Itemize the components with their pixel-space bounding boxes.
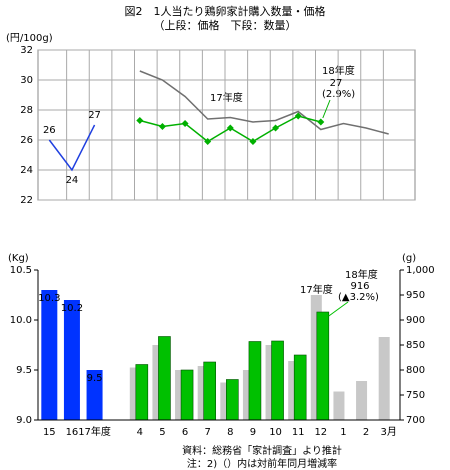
y-tick-label: 9.5 <box>16 365 32 376</box>
bar <box>293 354 307 421</box>
bar <box>356 381 368 420</box>
data-label: 24 <box>66 175 79 186</box>
y2-tick-label: 850 <box>406 340 425 351</box>
data-label: 27 <box>88 110 101 121</box>
chart-subtitle: （上段：価格 下段：数量） <box>154 18 297 32</box>
axis-frame <box>37 270 401 421</box>
y2-tick-label: 950 <box>406 290 425 301</box>
marker <box>181 120 189 127</box>
x-tick-label: 9 <box>250 427 256 438</box>
bar <box>333 391 345 420</box>
bar <box>41 290 58 420</box>
marker <box>317 118 325 126</box>
bar <box>63 300 80 420</box>
bar <box>220 382 232 420</box>
y2-tick-label: 800 <box>406 365 425 376</box>
x-tick-label: 10 <box>269 427 282 438</box>
x-tick-label: 1 <box>340 427 346 438</box>
bar <box>265 345 277 420</box>
y-tick-label: 26 <box>20 135 33 146</box>
y-tick-label: 22 <box>20 195 33 206</box>
bar <box>226 379 239 421</box>
bar <box>135 364 149 421</box>
bar <box>310 295 322 420</box>
bar <box>152 345 164 420</box>
bar <box>288 361 300 420</box>
y2-axis-label: (g) <box>402 253 416 264</box>
bar <box>248 341 262 421</box>
y-tick-label: 30 <box>20 75 33 86</box>
annotation: 18年度 <box>345 268 378 281</box>
x-tick-label: 8 <box>227 427 233 438</box>
y2-tick-label: 900 <box>406 315 425 326</box>
annotation: (2.9%) <box>322 89 355 100</box>
y-tick-label: 10.0 <box>10 315 32 326</box>
y2-tick-label: 700 <box>406 415 425 426</box>
data-label: 10.3 <box>38 293 60 304</box>
leader-line <box>322 99 331 119</box>
x-tick-label: 6 <box>182 427 188 438</box>
x-tick-label: 3月 <box>381 426 397 438</box>
marker <box>136 117 144 124</box>
bar <box>129 367 141 420</box>
data-label: 26 <box>43 125 56 136</box>
y-tick-label: 32 <box>20 45 33 56</box>
y2-tick-label: 750 <box>406 390 425 401</box>
leader-line <box>328 301 349 317</box>
y-tick-label: 24 <box>20 165 33 176</box>
bar <box>197 366 209 420</box>
x-tick-label: 7 <box>205 427 211 438</box>
bar <box>378 337 390 420</box>
marker <box>226 124 234 132</box>
y-tick-label: 28 <box>20 105 33 116</box>
marker <box>204 138 212 145</box>
note: 注：2)（）内は対前年同月増減率 <box>187 457 337 470</box>
marker <box>158 123 166 130</box>
line <box>48 124 96 172</box>
x-tick-label: 4 <box>137 427 143 438</box>
annotation: 17年度 <box>300 283 333 296</box>
bar <box>180 369 194 421</box>
bar <box>242 370 254 420</box>
chart-title: 図2 1人当たり鶏卵家計購入数量・価格 <box>125 4 326 18</box>
annotation: (▲3.2%) <box>338 292 379 303</box>
annotation: 17年度 <box>210 91 243 104</box>
y-tick-label: 9.0 <box>16 415 32 426</box>
data-label: 10.2 <box>61 303 83 314</box>
data-label: 916 <box>350 281 369 292</box>
y-tick-label: 10.5 <box>10 265 32 276</box>
marker <box>294 112 302 120</box>
x-tick-label: 11 <box>292 427 305 438</box>
x-tick-label: 15 <box>43 427 56 438</box>
x-tick-label: 17年度 <box>78 425 111 438</box>
bar <box>316 311 330 421</box>
y-axis-label: (Kg) <box>8 253 29 264</box>
line <box>139 70 389 135</box>
x-tick-label: 2 <box>363 427 369 438</box>
y-axis-label: (円/100g) <box>6 33 53 44</box>
bar <box>203 361 216 421</box>
data-label: 9.5 <box>87 373 103 384</box>
bar <box>271 340 284 421</box>
marker <box>249 138 257 145</box>
note: 資料：総務省「家計調査」より推計 <box>182 444 342 457</box>
bar <box>86 370 103 420</box>
y2-tick-label: 1,000 <box>406 265 435 276</box>
bar <box>175 370 187 420</box>
x-tick-label: 12 <box>314 427 327 438</box>
marker <box>272 124 280 132</box>
x-tick-label: 16 <box>66 427 79 438</box>
bar <box>158 336 171 421</box>
x-tick-label: 5 <box>159 427 165 438</box>
data-label: 27 <box>330 78 343 89</box>
